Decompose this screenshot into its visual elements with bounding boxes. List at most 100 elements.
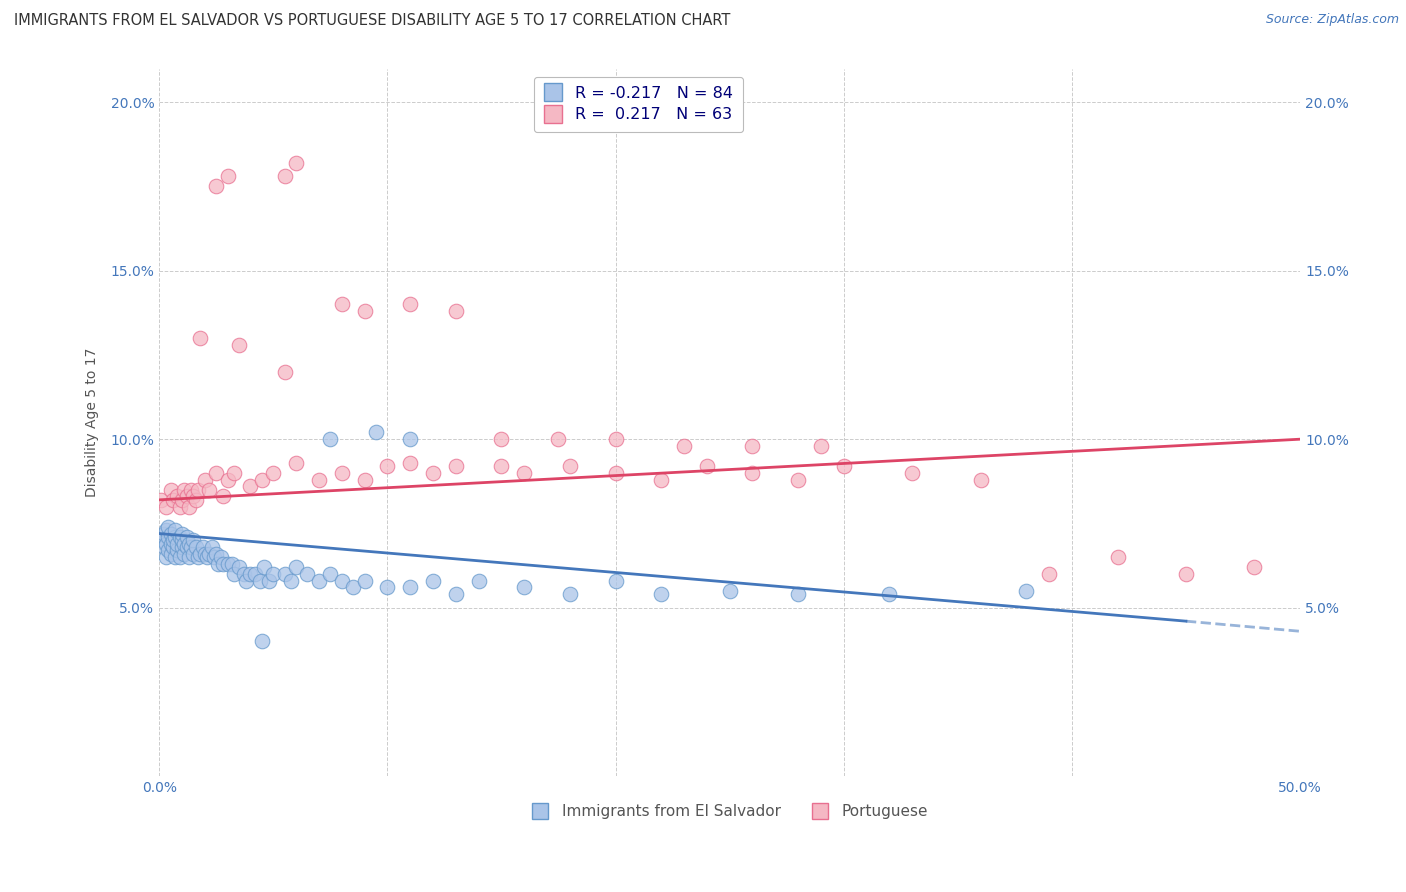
Point xyxy=(235,574,257,588)
Point xyxy=(180,540,202,554)
Y-axis label: Disability Age 5 to 17: Disability Age 5 to 17 xyxy=(86,348,100,497)
Point xyxy=(285,560,308,574)
Point xyxy=(513,466,536,480)
Point xyxy=(157,543,180,558)
Point xyxy=(399,456,422,470)
Point xyxy=(165,523,187,537)
Point xyxy=(170,540,193,554)
Point xyxy=(444,304,467,318)
Point xyxy=(195,550,218,565)
Point xyxy=(364,425,387,440)
Point xyxy=(194,547,217,561)
Point xyxy=(375,459,398,474)
Point xyxy=(605,574,627,588)
Point xyxy=(184,540,207,554)
Point xyxy=(250,473,273,487)
Point xyxy=(187,483,209,497)
Point xyxy=(212,557,235,571)
Point xyxy=(188,547,211,561)
Point xyxy=(162,492,184,507)
Point xyxy=(273,169,295,184)
Point xyxy=(319,432,342,446)
Point xyxy=(249,574,271,588)
Point xyxy=(217,473,239,487)
Point xyxy=(170,533,193,548)
Point xyxy=(207,557,229,571)
Point xyxy=(232,566,254,581)
Point xyxy=(330,574,353,588)
Point xyxy=(273,365,295,379)
Point xyxy=(157,520,180,534)
Point xyxy=(155,523,177,537)
Point xyxy=(221,557,243,571)
Point xyxy=(155,550,177,565)
Point xyxy=(166,543,188,558)
Point xyxy=(787,473,810,487)
Point xyxy=(243,566,266,581)
Point xyxy=(308,574,330,588)
Point xyxy=(257,574,280,588)
Point xyxy=(177,500,200,514)
Text: IMMIGRANTS FROM EL SALVADOR VS PORTUGUESE DISABILITY AGE 5 TO 17 CORRELATION CHA: IMMIGRANTS FROM EL SALVADOR VS PORTUGUES… xyxy=(14,13,731,29)
Point xyxy=(170,526,193,541)
Point xyxy=(202,550,225,565)
Point xyxy=(159,536,181,550)
Point xyxy=(166,536,188,550)
Point xyxy=(308,473,330,487)
Point xyxy=(342,581,364,595)
Point xyxy=(513,581,536,595)
Point xyxy=(176,540,198,554)
Point xyxy=(152,526,174,541)
Point xyxy=(491,459,513,474)
Point xyxy=(159,547,181,561)
Point xyxy=(166,490,188,504)
Point xyxy=(1243,560,1265,574)
Point xyxy=(1107,550,1129,565)
Point xyxy=(177,550,200,565)
Point xyxy=(741,439,763,453)
Point xyxy=(183,547,205,561)
Point xyxy=(152,540,174,554)
Point xyxy=(155,536,177,550)
Point xyxy=(173,547,195,561)
Point xyxy=(741,466,763,480)
Point xyxy=(209,550,232,565)
Point xyxy=(330,297,353,311)
Point xyxy=(672,439,695,453)
Point xyxy=(650,587,672,601)
Point xyxy=(170,492,193,507)
Point xyxy=(165,550,187,565)
Point xyxy=(184,492,207,507)
Point xyxy=(547,432,569,446)
Point xyxy=(810,439,832,453)
Point xyxy=(319,566,342,581)
Point xyxy=(330,466,353,480)
Point xyxy=(198,483,221,497)
Point xyxy=(250,634,273,648)
Point xyxy=(491,432,513,446)
Point xyxy=(191,540,214,554)
Point xyxy=(162,540,184,554)
Point xyxy=(183,533,205,548)
Point xyxy=(832,459,855,474)
Point xyxy=(159,483,181,497)
Legend: Immigrants from El Salvador, Portuguese: Immigrants from El Salvador, Portuguese xyxy=(524,798,935,825)
Point xyxy=(212,490,235,504)
Point xyxy=(157,530,180,544)
Point xyxy=(262,566,284,581)
Point xyxy=(217,557,239,571)
Point xyxy=(180,483,202,497)
Point xyxy=(187,550,209,565)
Point xyxy=(605,466,627,480)
Point xyxy=(224,466,246,480)
Point xyxy=(176,490,198,504)
Point xyxy=(558,587,581,601)
Point xyxy=(173,483,195,497)
Point xyxy=(228,560,250,574)
Point xyxy=(253,560,276,574)
Point xyxy=(650,473,672,487)
Point xyxy=(162,533,184,548)
Point xyxy=(205,547,228,561)
Point xyxy=(183,490,205,504)
Point xyxy=(605,432,627,446)
